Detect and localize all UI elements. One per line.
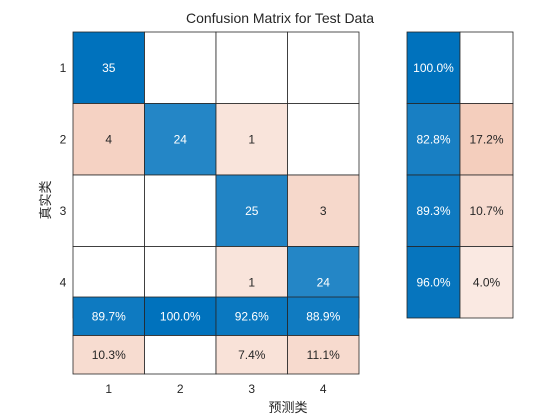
matrix-cell (215, 103, 288, 176)
row-summary-correct-cell (406, 174, 461, 247)
y-tick-label: 3 (60, 204, 67, 218)
matrix-cell-value: 1 (248, 132, 255, 146)
matrix-cell-value: 3 (320, 204, 327, 218)
column-summary-correct-cell (144, 296, 217, 336)
y-tick-label: 4 (60, 275, 67, 289)
matrix-cell (215, 174, 288, 247)
column-summary-correct-value: 89.7% (92, 309, 126, 323)
column-summary-correct-cell (72, 296, 145, 336)
matrix-cell-value: 4 (105, 132, 112, 146)
y-axis-label: 真实类 (39, 180, 54, 219)
matrix-cell (287, 103, 360, 176)
column-summary-correct-cell (215, 296, 288, 336)
tick-labels: 1 1 2 2 3 3 4 4 (60, 61, 327, 396)
row-summary-correct-cell (406, 246, 461, 319)
row-summary-incorrect-cell (459, 246, 514, 319)
column-summary-incorrect-cell (144, 335, 217, 375)
chart-title: Confusion Matrix for Test Data (186, 10, 374, 26)
x-tick-label: 3 (248, 382, 255, 396)
x-tick-label: 1 (105, 382, 112, 396)
row-summary-correct-value: 100.0% (413, 61, 454, 75)
row-summary-grid: 100.0% 82.8% 17.2% 89.3% 10.7% 96.0% 4.0% (406, 31, 514, 319)
column-summary-grid: 89.7% 10.3% 100.0% 92.6% 7.4% 88.9% 11.1% (72, 296, 360, 375)
column-summary-incorrect-value: 7.4% (238, 348, 266, 362)
row-summary-incorrect-value: 10.7% (469, 204, 503, 218)
matrix-cell-value: 24 (317, 275, 331, 289)
column-summary-correct-cell (287, 296, 360, 336)
row-summary-incorrect-value: 17.2% (469, 132, 503, 146)
column-summary-incorrect-cell (287, 335, 360, 375)
row-summary-correct-value: 82.8% (416, 132, 450, 146)
row-summary-incorrect-cell (459, 31, 514, 104)
matrix-cell (144, 103, 217, 176)
matrix-grid: 35 4 24 1 25 3 1 24 (72, 31, 360, 319)
column-summary-correct-value: 100.0% (160, 309, 201, 323)
x-tick-label: 4 (320, 382, 327, 396)
row-summary-correct-cell (406, 103, 461, 176)
row-summary-correct-value: 96.0% (416, 275, 450, 289)
row-summary-incorrect-cell (459, 103, 514, 176)
matrix-cell (215, 31, 288, 104)
matrix-cell-value: 24 (174, 132, 188, 146)
column-summary-incorrect-value: 10.3% (92, 348, 126, 362)
matrix-cell-value: 25 (245, 204, 259, 218)
matrix-cell (72, 103, 145, 176)
matrix-cell (144, 31, 217, 104)
y-tick-label: 1 (60, 61, 67, 75)
matrix-cell (287, 31, 360, 104)
column-summary-incorrect-value: 11.1% (307, 348, 340, 362)
matrix-cell (72, 174, 145, 247)
column-summary-correct-value: 88.9% (306, 309, 340, 323)
matrix-cell (287, 174, 360, 247)
matrix-cell (144, 174, 217, 247)
row-summary-incorrect-value: 4.0% (473, 275, 501, 289)
x-axis-label: 预测类 (268, 401, 307, 416)
column-summary-incorrect-cell (72, 335, 145, 375)
matrix-cell-value: 1 (248, 275, 255, 289)
y-tick-label: 2 (60, 132, 67, 146)
column-summary-incorrect-cell (215, 335, 288, 375)
matrix-cell-value: 35 (102, 61, 116, 75)
row-summary-correct-value: 89.3% (416, 204, 450, 218)
row-summary-incorrect-cell (459, 174, 514, 247)
x-tick-label: 2 (177, 382, 184, 396)
matrix-cell (72, 31, 145, 104)
column-summary-correct-value: 92.6% (235, 309, 269, 323)
